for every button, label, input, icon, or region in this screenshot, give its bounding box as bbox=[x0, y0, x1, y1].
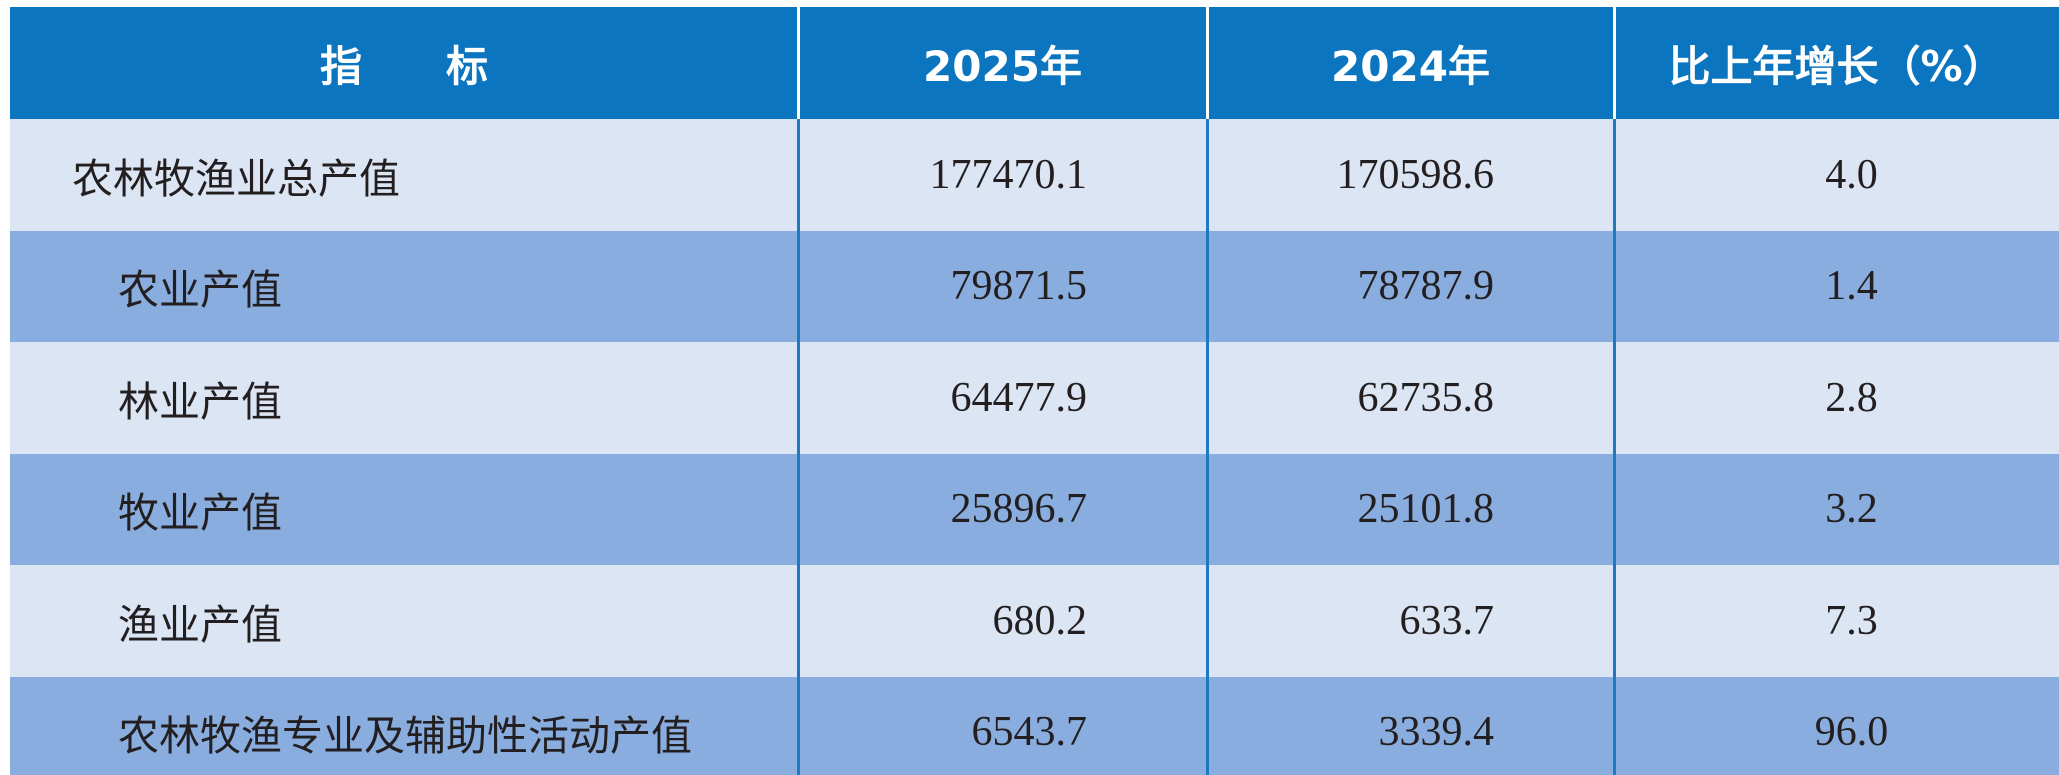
column-divider bbox=[1613, 453, 1616, 565]
column-divider bbox=[797, 565, 800, 677]
value-cell: 4.0 bbox=[1825, 151, 1878, 198]
header-row: 指 标 2025年 2024年 比上年增长（%） bbox=[10, 7, 2059, 119]
table-row: 农业产值 79871.5 78787.9 1.4 bbox=[10, 230, 2059, 342]
table-row: 农林牧渔专业及辅助性活动产值 6543.7 3339.4 96.0 bbox=[10, 676, 2059, 775]
value-cell: 177470.1 bbox=[929, 151, 1088, 198]
column-divider bbox=[1613, 7, 1616, 119]
value-cell: 633.7 bbox=[1399, 597, 1495, 644]
column-divider bbox=[797, 676, 800, 775]
value-cell: 79871.5 bbox=[950, 263, 1088, 310]
value-cell: 62735.8 bbox=[1357, 374, 1495, 421]
table-row: 渔业产值 680.2 633.7 7.3 bbox=[10, 565, 2059, 677]
column-divider bbox=[797, 453, 800, 565]
column-divider bbox=[1206, 453, 1209, 565]
column-divider bbox=[1613, 230, 1616, 342]
value-cell: 25101.8 bbox=[1357, 486, 1495, 533]
value-cell: 25896.7 bbox=[950, 486, 1088, 533]
column-divider bbox=[797, 230, 800, 342]
header-cell: 2025年 bbox=[923, 41, 1082, 91]
column-divider bbox=[797, 7, 800, 119]
column-divider bbox=[1206, 230, 1209, 342]
value-cell: 2.8 bbox=[1825, 374, 1878, 421]
value-cell: 680.2 bbox=[992, 597, 1088, 644]
column-divider bbox=[1206, 676, 1209, 775]
row-label: 牧业产值 bbox=[118, 489, 282, 538]
value-cell: 6543.7 bbox=[971, 709, 1088, 756]
column-divider bbox=[1613, 565, 1616, 677]
table-row: 农林牧渔业总产值 177470.1 170598.6 4.0 bbox=[10, 119, 2059, 231]
column-divider bbox=[797, 119, 800, 231]
row-label: 农业产值 bbox=[118, 266, 282, 315]
header-cell: 比上年增长（%） bbox=[1668, 41, 2005, 91]
row-label: 农林牧渔专业及辅助性活动产值 bbox=[118, 712, 692, 761]
table-row: 牧业产值 25896.7 25101.8 3.2 bbox=[10, 453, 2059, 565]
row-label: 农林牧渔业总产值 bbox=[72, 154, 400, 203]
value-cell: 96.0 bbox=[1814, 709, 1889, 756]
value-cell: 170598.6 bbox=[1336, 151, 1495, 198]
column-divider bbox=[797, 342, 800, 454]
value-cell: 7.3 bbox=[1825, 597, 1878, 644]
column-divider bbox=[1206, 7, 1209, 119]
row-label: 林业产值 bbox=[118, 377, 282, 426]
value-cell: 78787.9 bbox=[1357, 263, 1495, 310]
column-divider bbox=[1613, 676, 1616, 775]
table-row: 林业产值 64477.9 62735.8 2.8 bbox=[10, 342, 2059, 454]
column-divider bbox=[1613, 342, 1616, 454]
value-cell: 3339.4 bbox=[1378, 709, 1495, 756]
row-label: 渔业产值 bbox=[118, 600, 282, 649]
table: 指 标 2025年 2024年 比上年增长（%） 农林牧渔业总产值 177470.1 170… bbox=[10, 7, 2059, 775]
column-divider bbox=[1206, 119, 1209, 231]
value-cell: 1.4 bbox=[1825, 263, 1878, 310]
value-cell: 3.2 bbox=[1825, 486, 1878, 533]
column-divider bbox=[1206, 565, 1209, 677]
value-cell: 64477.9 bbox=[950, 374, 1088, 421]
header-cell: 2024年 bbox=[1331, 41, 1490, 91]
column-divider bbox=[1206, 342, 1209, 454]
column-divider bbox=[1613, 119, 1616, 231]
header-cell: 指 标 bbox=[319, 41, 488, 91]
